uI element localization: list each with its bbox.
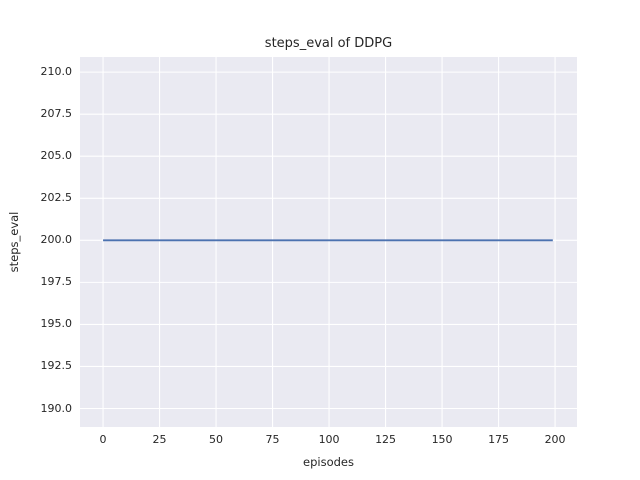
y-tick-label: 192.5: [40, 359, 73, 373]
x-tick-label: 125: [375, 433, 397, 446]
x-tick-label: 200: [544, 433, 566, 446]
x-tick-label: 100: [318, 433, 340, 446]
x-tick-label: 75: [265, 433, 280, 446]
x-tick-label: 0: [99, 433, 107, 446]
y-tick-label: 205.0: [40, 149, 73, 163]
y-tick-label: 197.5: [40, 275, 73, 289]
x-tick-label: 25: [152, 433, 167, 446]
y-tick-label: 195.0: [40, 317, 73, 331]
x-tick-label: 150: [431, 433, 453, 446]
chart-title: steps_eval of DDPG: [264, 36, 393, 51]
y-tick-label: 207.5: [40, 107, 73, 121]
y-tick-label: 202.5: [40, 191, 73, 205]
y-tick-label: 210.0: [40, 65, 73, 79]
plot-background: [80, 57, 577, 427]
x-tick-label: 50: [209, 433, 224, 446]
y-tick-label: 200.0: [40, 233, 73, 247]
plot-area: [80, 57, 577, 427]
y-tick-label: 190.0: [40, 401, 73, 415]
x-tick-label: 175: [488, 433, 510, 446]
x-axis-label: episodes: [303, 455, 354, 469]
plot-canvas: [80, 57, 577, 427]
y-axis-label: steps_eval: [7, 211, 21, 273]
